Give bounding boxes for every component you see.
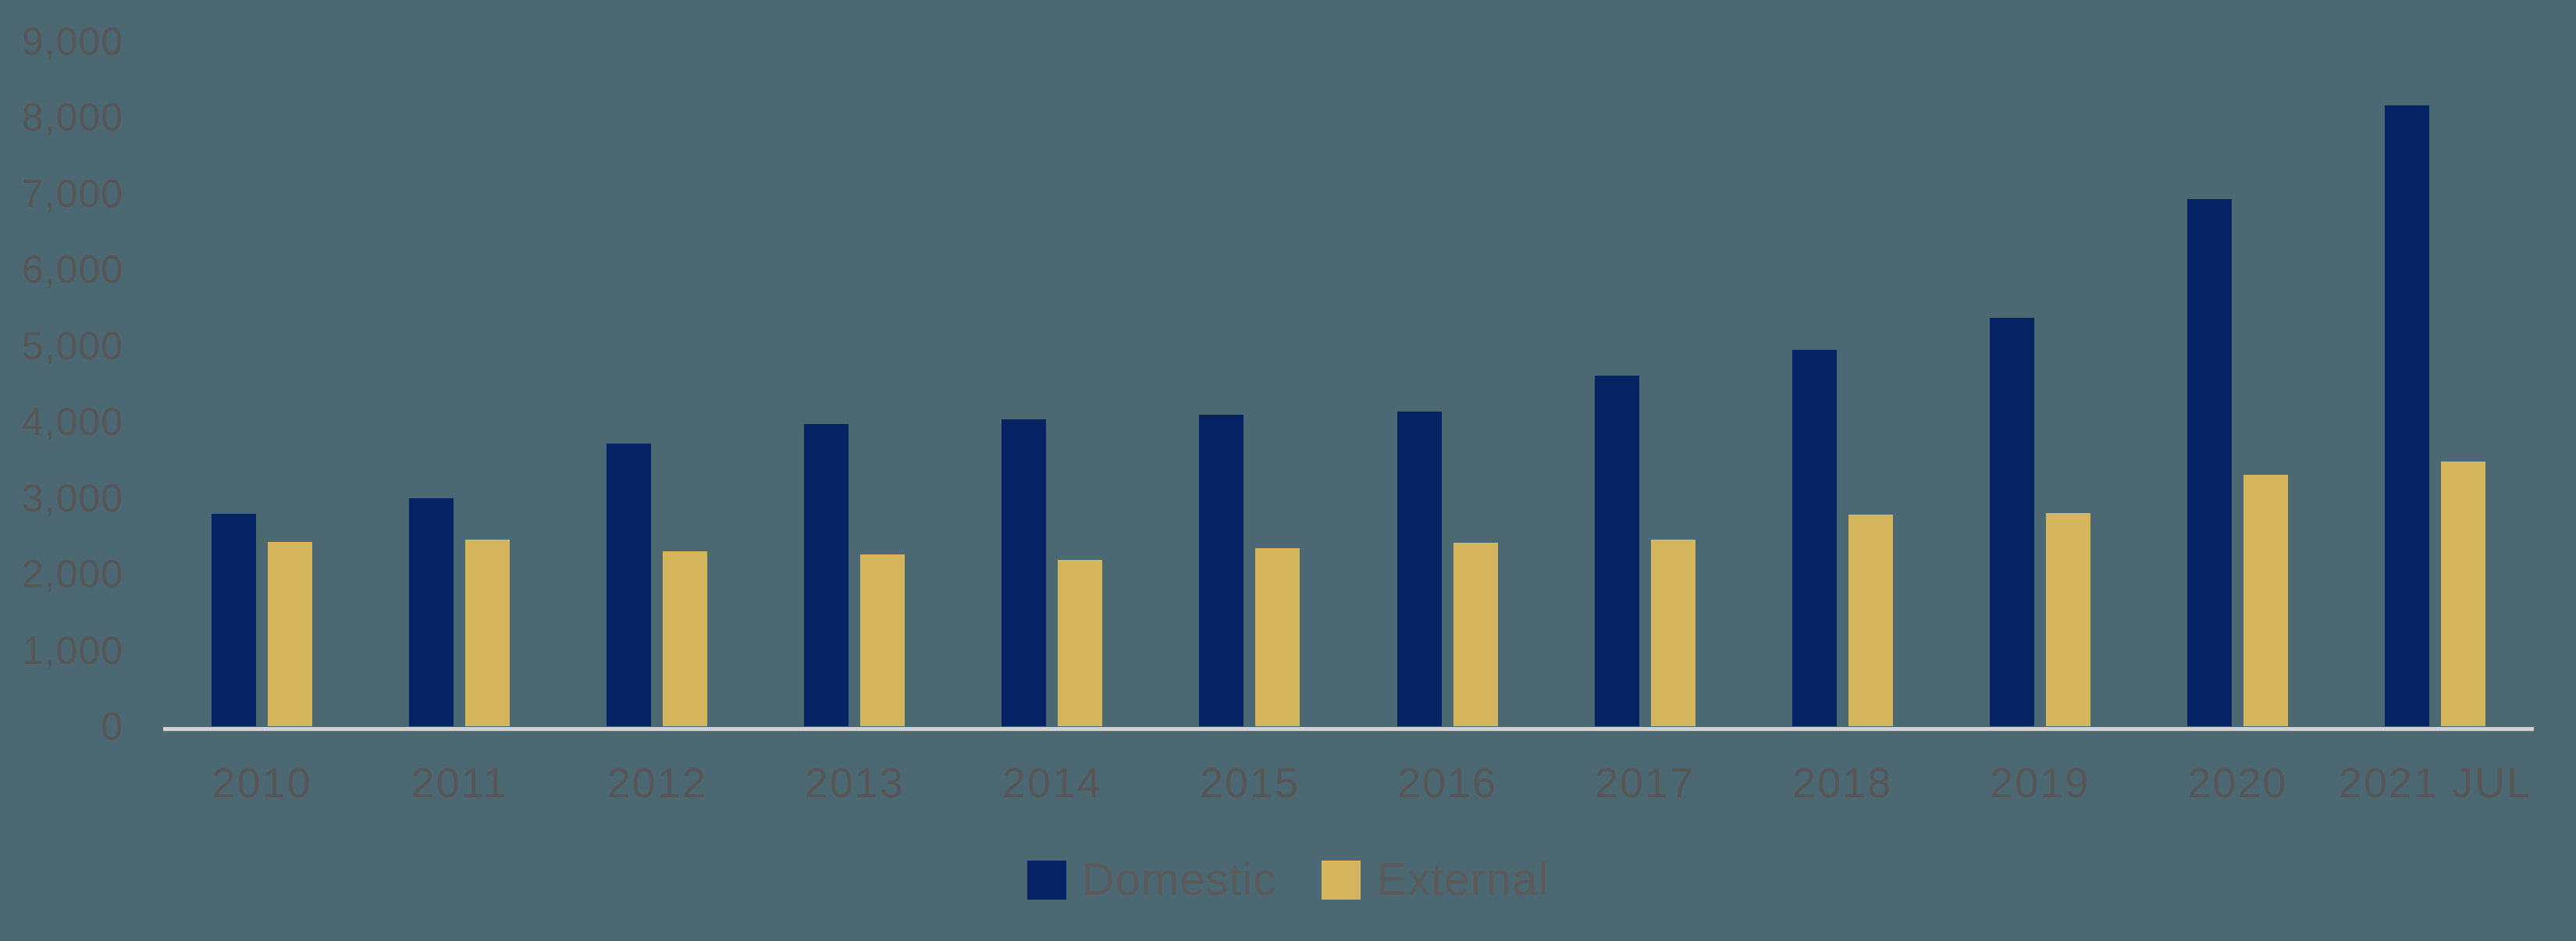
x-tick-label: 2019: [1990, 760, 2090, 807]
category-group-2016: [1348, 0, 1546, 726]
y-axis-tick-labels: 0 1,000 2,000 3,000 4,000 5,000 6,000 7,000 8,00…: [0, 0, 123, 941]
y-tick-label: 0: [101, 704, 123, 748]
legend: Domestic External: [0, 857, 2576, 903]
bar-domestic-2019: [1989, 318, 2034, 726]
x-axis-tick-labels: 2010 2011 2012 2013 2014 2015 2016 2017 2018 2019…: [163, 759, 2534, 807]
x-tick-label: 2017: [1595, 760, 1695, 807]
bar-domestic-2011: [409, 498, 454, 726]
bar-domestic-2017: [1594, 376, 1639, 726]
y-tick-label: 8,000: [21, 95, 123, 140]
bar-external-2017: [1650, 540, 1695, 726]
legend-label: Domestic: [1081, 854, 1277, 905]
bar-domestic-2010: [212, 514, 257, 726]
x-tick-label: 2011: [411, 760, 508, 807]
category-group-2021-jul: [2336, 0, 2534, 726]
x-tick-label: 2012: [607, 760, 707, 807]
bar-domestic-2020: [2186, 199, 2232, 726]
category-group-2020: [2139, 0, 2336, 726]
category-group-2014: [953, 0, 1151, 726]
legend-swatch-domestic: [1026, 861, 1066, 900]
y-tick-label: 6,000: [21, 248, 123, 292]
y-tick-label: 1,000: [21, 628, 123, 672]
category-group-2015: [1151, 0, 1348, 726]
x-tick-label: 2020: [2187, 760, 2288, 807]
x-tick-label: 2010: [212, 760, 312, 807]
bar-domestic-2014: [1002, 419, 1047, 726]
y-tick-label: 2,000: [21, 552, 123, 597]
bar-domestic-2015: [1199, 415, 1244, 726]
y-tick-label: 7,000: [21, 171, 123, 216]
bar-domestic-2012: [607, 444, 652, 726]
y-tick-label: 5,000: [21, 323, 123, 368]
bar-external-2010: [268, 542, 313, 726]
bar-external-2015: [1255, 548, 1300, 726]
bar-domestic-2013: [804, 424, 849, 726]
x-tick-label: 2018: [1792, 760, 1893, 807]
legend-swatch-external: [1322, 861, 1361, 900]
category-group-2019: [1941, 0, 2139, 726]
bar-external-2020: [2243, 475, 2288, 726]
category-group-2018: [1744, 0, 1941, 726]
bar-external-2021-jul: [2440, 462, 2485, 726]
category-group-2010: [163, 0, 361, 726]
bar-domestic-2018: [1791, 350, 1837, 726]
category-group-2017: [1546, 0, 1744, 726]
y-tick-label: 3,000: [21, 476, 123, 520]
x-tick-label: 2013: [804, 760, 905, 807]
bar-external-2014: [1058, 560, 1103, 726]
y-tick-label: 4,000: [21, 400, 123, 444]
bar-domestic-2021-jul: [2384, 105, 2429, 726]
legend-label: External: [1376, 854, 1550, 905]
x-tick-label: 2016: [1397, 760, 1498, 807]
bar-external-2011: [465, 540, 511, 726]
bar-external-2012: [663, 551, 708, 726]
bar-external-2016: [1453, 543, 1498, 726]
y-tick-label: 9,000: [21, 20, 123, 63]
bar-external-2019: [2045, 513, 2090, 726]
x-tick-label: 2014: [1002, 760, 1102, 807]
legend-item-domestic: Domestic: [1026, 854, 1277, 905]
bar-external-2018: [1848, 515, 1893, 726]
legend-item-external: External: [1322, 857, 1549, 903]
x-axis-line: [163, 727, 2534, 731]
bars-row: [163, 0, 2534, 726]
x-tick-label: 2021 JUL: [2338, 760, 2532, 807]
x-tick-label: 2015: [1199, 760, 1300, 807]
category-group-2011: [361, 0, 558, 726]
bar-domestic-2016: [1397, 412, 1442, 726]
plot-area: [163, 0, 2534, 726]
category-group-2012: [558, 0, 756, 726]
bar-external-2013: [860, 554, 906, 726]
category-group-2013: [756, 0, 953, 726]
